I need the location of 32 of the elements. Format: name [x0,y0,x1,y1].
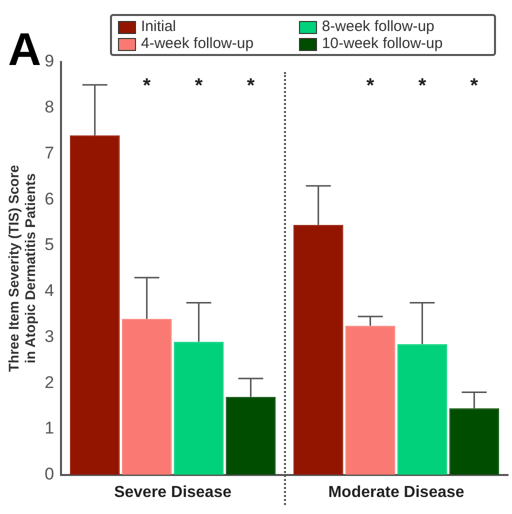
bar [345,326,396,475]
bar [397,344,448,475]
y-tick-label: 9 [44,52,54,71]
x-tick-label: Moderate Disease [328,484,464,501]
y-tick-label: 4 [44,281,54,300]
y-tick-label: 2 [44,372,54,392]
y-tick-label: 7 [44,143,54,162]
y-tick-label: 0 [44,464,54,484]
y-tick-label: 6 [44,189,54,208]
annotation: * [470,75,478,97]
bar [70,135,120,475]
annotation: * [418,75,426,97]
legend-label: 4-week follow-up [140,35,255,52]
legend-label: Initial [140,18,178,35]
bar [293,224,344,475]
y-tick-label: 5 [44,235,54,254]
annotation: * [142,75,151,97]
y-tick-label: 3 [44,326,54,346]
bar [449,408,500,475]
legend-label: 8-week follow-up [320,18,436,35]
y-axis-title: Three Item Severity (TIS) Score in Atopic Dermatitis Patients [5,164,38,372]
annotation: * [366,75,374,97]
bar [122,318,172,475]
x-tick-label: Severe Disease [114,484,232,501]
legend-label: 10-week follow-up [320,35,444,52]
annotation: * [246,75,255,97]
text: A [8,22,42,76]
bar [226,396,276,475]
annotation: * [194,75,203,97]
y-tick-label: 8 [44,98,54,117]
bar [174,342,224,475]
y-tick-label: 1 [44,418,54,438]
